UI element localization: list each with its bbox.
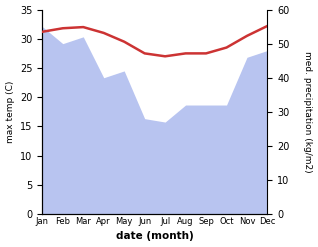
Y-axis label: max temp (C): max temp (C) xyxy=(5,81,15,143)
Y-axis label: med. precipitation (kg/m2): med. precipitation (kg/m2) xyxy=(303,51,313,173)
X-axis label: date (month): date (month) xyxy=(116,231,194,242)
